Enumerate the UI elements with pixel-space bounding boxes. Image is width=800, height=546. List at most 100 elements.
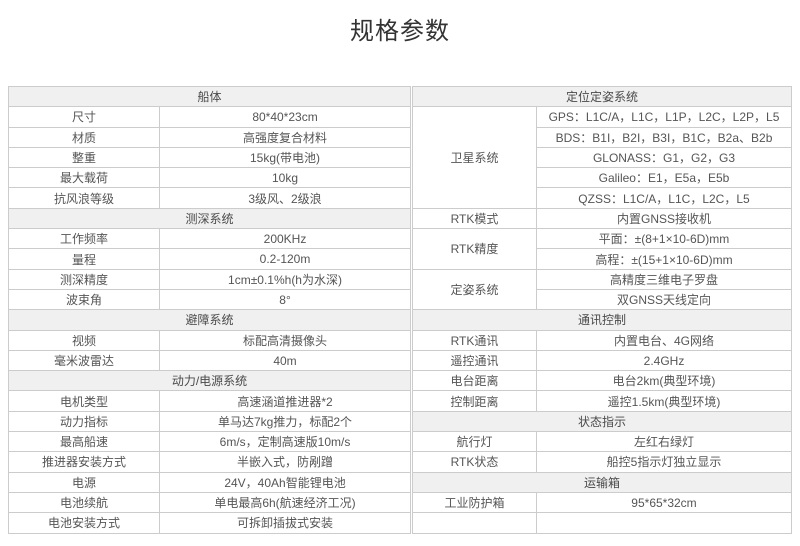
table-row: 通讯控制	[411, 309, 793, 331]
spec-value: 电台2km(典型环境)	[535, 370, 793, 392]
spec-value: 高速涵道推进器*2	[158, 390, 412, 412]
table-row	[411, 512, 793, 534]
table-row: 测深精度 1cm±0.1%h(h为水深)	[8, 268, 412, 290]
spec-table-hull-power: 船体 尺寸 80*40*23cm 材质 高强度复合材料 整重 15kg(带电池) 最大载荷 10…	[7, 85, 412, 534]
spec-value: 1cm±0.1%h(h为水深)	[158, 268, 412, 290]
spec-label: 测深精度	[8, 268, 160, 290]
spec-tables-container: 船体 尺寸 80*40*23cm 材质 高强度复合材料 整重 15kg(带电池) 最大载荷 10…	[7, 85, 793, 534]
spec-value: BDS：B1I，B2I，B3I，B1C，B2a、B2b	[535, 126, 793, 148]
table-row: 航行灯 左红右绿灯	[411, 431, 793, 453]
table-row: 整重 15kg(带电池)	[8, 146, 412, 169]
table-row: 遥控通讯 2.4GHz	[411, 349, 793, 372]
table-row: 工作频率 200KHz	[8, 228, 412, 250]
spec-value: 内置电台、4G网络	[535, 329, 793, 351]
table-row: 毫米波雷达 40m	[8, 349, 412, 372]
spec-value: 单马达7kg推力，标配2个	[158, 410, 412, 433]
table-row: 船体	[7, 85, 412, 108]
table-row: RTK模式 内置GNSS接收机	[411, 207, 793, 230]
spec-value: 船控5指示灯独立显示	[535, 451, 793, 473]
spec-value: 平面：±(8+1×10-6D)mm	[535, 228, 793, 250]
spec-label: 抗风浪等级	[8, 187, 160, 209]
spec-value: 200KHz	[158, 228, 412, 250]
table-row: 动力/电源系统	[7, 370, 412, 392]
section-header: 动力/电源系统	[7, 370, 412, 392]
table-row: 电池续航 单电最高6h(航速经济工况)	[8, 491, 412, 514]
spec-value: 高强度复合材料	[158, 126, 412, 148]
spec-label: 量程	[8, 248, 160, 270]
spec-label: 电池续航	[8, 491, 160, 514]
spec-label: 工作频率	[8, 228, 160, 250]
table-row: 波束角 8°	[8, 288, 412, 311]
table-row: RTK精度 平面：±(8+1×10-6D)mm	[411, 228, 793, 270]
spec-value: 内置GNSS接收机	[535, 207, 793, 230]
table-row: 最大载荷 10kg	[8, 167, 412, 189]
spec-label: 电机类型	[8, 390, 160, 412]
spec-value: 标配高清摄像头	[158, 329, 412, 351]
spec-value: 可拆卸插拔式安装	[158, 512, 412, 534]
section-header: 测深系统	[7, 207, 412, 230]
table-row: 避障系统	[7, 309, 412, 331]
spec-value	[535, 512, 793, 534]
spec-label: 最高船速	[8, 431, 160, 453]
spec-value: 10kg	[158, 167, 412, 189]
spec-label: RTK通讯	[411, 329, 537, 351]
spec-value: 40m	[158, 349, 412, 372]
table-row: 测深系统	[7, 207, 412, 230]
spec-label: RTK精度	[411, 228, 537, 270]
spec-label: 最大载荷	[8, 167, 160, 189]
spec-label: 电台距离	[411, 370, 537, 392]
spec-value: 8°	[158, 288, 412, 311]
spec-value: 半嵌入式，防剐蹭	[158, 451, 412, 473]
table-row: 视频 标配高清摄像头	[8, 329, 412, 351]
spec-label: 材质	[8, 126, 160, 148]
spec-label: 动力指标	[8, 410, 160, 433]
table-row: 动力指标 单马达7kg推力，标配2个	[8, 410, 412, 433]
spec-value: 3级风、2级浪	[158, 187, 412, 209]
spec-value: GLONASS：G1，G2，G3	[535, 146, 793, 169]
section-header: 状态指示	[411, 410, 793, 433]
spec-value: 15kg(带电池)	[158, 146, 412, 169]
spec-label: 尺寸	[8, 106, 160, 128]
table-row: 电台距离 电台2km(典型环境)	[411, 370, 793, 392]
spec-value: QZSS：L1C/A，L1C，L2C，L5	[535, 187, 793, 209]
table-row: Galileo：E1，E5a，E5b	[412, 167, 793, 189]
section-header: 定位定姿系统	[411, 85, 793, 108]
table-row: 高程：±(15+1×10-6D)mm	[412, 248, 793, 270]
table-row: 抗风浪等级 3级风、2级浪	[8, 187, 412, 209]
table-row: 运输箱	[411, 471, 793, 493]
spec-value: 遥控1.5km(典型环境)	[535, 390, 793, 412]
section-header: 船体	[7, 85, 412, 108]
table-row: 量程 0.2-120m	[8, 248, 412, 270]
table-row: 定姿系统 高精度三维电子罗盘	[411, 268, 793, 311]
spec-label: 电池安装方式	[8, 512, 160, 534]
table-row: 控制距离 遥控1.5km(典型环境)	[411, 390, 793, 412]
spec-value: 高精度三维电子罗盘	[535, 268, 793, 290]
spec-value: GPS：L1C/A，L1C，L1P，L2C，L2P，L5	[535, 106, 793, 128]
spec-label: RTK状态	[411, 451, 537, 473]
table-row: RTK状态 船控5指示灯独立显示	[411, 451, 793, 473]
spec-label: 视频	[8, 329, 160, 351]
spec-value: 双GNSS天线定向	[535, 288, 793, 311]
table-row: BDS：B1I，B2I，B3I，B1C，B2a、B2b	[412, 126, 793, 148]
table-row: 电机类型 高速涵道推进器*2	[8, 390, 412, 412]
spec-label: 推进器安装方式	[8, 451, 160, 473]
spec-label: 毫米波雷达	[8, 349, 160, 372]
table-row: 卫星系统 GPS：L1C/A，L1C，L1P，L2C，L2P，L5	[411, 106, 793, 209]
spec-value: 6m/s，定制高速版10m/s	[158, 431, 412, 453]
spec-value: 0.2-120m	[158, 248, 412, 270]
table-row: 工业防护箱 95*65*32cm	[411, 491, 793, 514]
spec-value: 24V，40Ah智能锂电池	[158, 471, 412, 493]
table-row: 双GNSS天线定向	[412, 288, 793, 311]
spec-label: 工业防护箱	[411, 491, 537, 514]
table-row: 材质 高强度复合材料	[8, 126, 412, 148]
spec-value: 高程：±(15+1×10-6D)mm	[535, 248, 793, 270]
table-row: 电池安装方式 可拆卸插拔式安装	[8, 512, 412, 534]
table-row: 定位定姿系统	[411, 85, 793, 108]
section-header: 通讯控制	[411, 309, 793, 331]
spec-label: 控制距离	[411, 390, 537, 412]
spec-label: 波束角	[8, 288, 160, 311]
table-row: 尺寸 80*40*23cm	[8, 106, 412, 128]
spec-value: 80*40*23cm	[158, 106, 412, 128]
section-header: 运输箱	[411, 471, 793, 493]
